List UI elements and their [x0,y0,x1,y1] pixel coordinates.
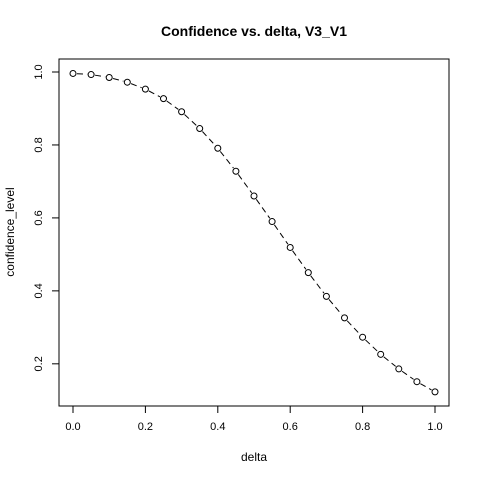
data-point [250,192,258,200]
series-line [76,73,432,391]
data-point [322,292,330,300]
y-tick-label: 0.2 [33,356,45,371]
data-point [341,314,348,322]
x-axis: 0.0 0.2 0.4 0.6 0.8 1.0 [65,405,443,433]
x-tick-label: 0.4 [210,421,225,433]
data-point [232,167,240,175]
x-tick-label: 0.6 [283,421,298,433]
y-axis-label: confidence_level [3,187,17,276]
data-point [160,95,167,103]
x-tick-label: 0.0 [65,421,80,433]
data-point [123,78,131,86]
data-point [69,69,77,77]
data-point [377,350,385,358]
data-point [268,218,276,226]
y-axis: 0.2 0.4 0.6 0.8 1.0 [33,64,60,371]
chart-title: Confidence vs. delta, V3_V1 [161,23,347,39]
x-tick-label: 0.8 [355,421,370,433]
data-point [141,85,149,93]
data-point [196,125,204,133]
data-point [214,144,222,152]
x-tick-label: 0.2 [138,421,153,433]
data-point [105,73,113,81]
x-axis-label: delta [241,450,267,464]
y-tick-label: 0.6 [33,210,45,225]
plot-frame [58,58,450,407]
y-tick-label: 0.4 [33,283,45,298]
data-point [431,388,439,396]
data-point [304,269,312,277]
data-point [359,333,367,341]
y-tick-label: 1.0 [33,64,45,79]
data-point [286,243,294,251]
series-points [69,69,439,396]
data-point [413,378,421,386]
data-point [178,108,186,116]
x-tick-label: 1.0 [427,421,442,433]
y-tick-label: 0.8 [33,137,45,152]
data-point [395,365,403,373]
data-point [87,71,95,79]
